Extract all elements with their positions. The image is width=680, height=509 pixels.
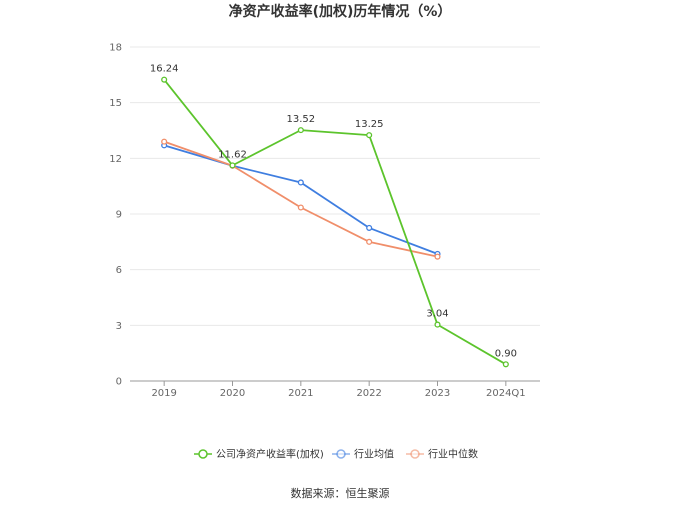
y-tick-label: 9 [116,210,122,221]
legend-item-2[interactable]: 行业中位数 [406,448,478,461]
legend-label: 行业均值 [354,448,394,461]
y-tick-label: 6 [116,265,122,276]
legend-item-0[interactable]: 公司净资产收益率(加权) [194,448,324,461]
y-tick-label: 15 [109,98,122,109]
data-label: 11.62 [218,149,247,160]
data-point[interactable] [161,138,168,145]
x-tick-label: 2024Q1 [486,388,526,399]
data-point[interactable] [161,76,168,83]
data-source: 数据来源：恒生聚源 [291,486,390,500]
legend-marker [336,449,346,459]
gridlines [130,46,540,326]
y-axis-ticks: 0 3 6 9 12 15 18 [109,43,122,388]
y-tick-label: 3 [116,321,122,332]
data-labels: 16.24 11.62 13.52 13.25 3.04 0.90 [150,64,517,360]
data-point[interactable] [297,179,304,186]
legend-item-1[interactable]: 行业均值 [332,448,394,461]
data-point[interactable] [297,127,304,134]
series-1 [161,142,441,257]
series-line [163,140,438,258]
data-label: 13.52 [287,114,316,125]
y-tick-label: 18 [109,43,122,54]
x-tick-label: 2019 [151,388,176,399]
data-point[interactable] [366,238,373,245]
series-lines [161,76,509,368]
data-label: 16.24 [150,64,179,75]
series-line [163,144,438,255]
x-tick-label: 2022 [356,388,381,399]
data-point[interactable] [229,162,236,169]
legend-marker [198,449,208,459]
legend-marker [410,449,420,459]
chart-title: 净资产收益率(加权)历年情况（%） [229,3,452,20]
data-label: 13.25 [355,119,384,130]
x-axis: 2019 2020 2021 2022 2023 2024Q1 [130,380,540,399]
legend[interactable]: 公司净资产收益率(加权) 行业均值 行业中位数 [194,448,478,461]
data-point[interactable] [434,321,441,328]
legend-label: 行业中位数 [428,448,478,461]
x-tick-label: 2021 [288,388,313,399]
data-label: 3.04 [426,309,448,320]
data-point[interactable] [366,224,373,231]
y-tick-label: 0 [116,377,122,388]
series-0 [161,76,509,368]
data-point[interactable] [434,253,441,260]
legend-label: 公司净资产收益率(加权) [216,448,324,461]
data-point[interactable] [366,132,373,139]
data-point[interactable] [502,361,509,368]
data-point[interactable] [297,204,304,211]
y-tick-label: 12 [109,154,122,165]
data-label: 0.90 [495,348,517,359]
series-line [163,79,507,366]
x-tick-label: 2023 [425,388,450,399]
x-tick-label: 2020 [220,388,245,399]
